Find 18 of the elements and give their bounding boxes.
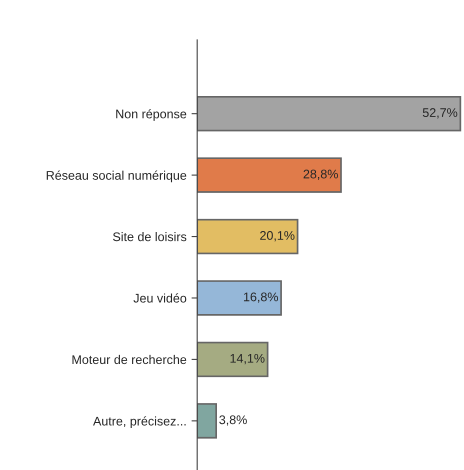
bar	[197, 280, 282, 316]
y-tick-label: Autre, précisez...	[93, 416, 186, 428]
bar	[197, 403, 218, 439]
data-label: 52,7%	[422, 108, 458, 119]
data-label: 20,1%	[260, 231, 294, 242]
y-tick-label: Site de loisirs	[113, 232, 186, 242]
bar	[197, 96, 462, 132]
y-tick-label: Réseau social numérique	[46, 170, 186, 182]
bar	[197, 342, 268, 378]
bar	[197, 218, 298, 254]
y-tick-label: Moteur de recherche	[72, 354, 186, 364]
y-tick-label: Jeu vidéo	[133, 293, 186, 303]
bar	[197, 157, 342, 193]
y-tick-label: Non réponse	[116, 109, 186, 121]
data-label: 3,8%	[219, 415, 247, 426]
data-label: 14,1%	[230, 354, 265, 364]
data-label: 28,8%	[304, 170, 338, 180]
data-label: 16,8%	[244, 292, 278, 303]
